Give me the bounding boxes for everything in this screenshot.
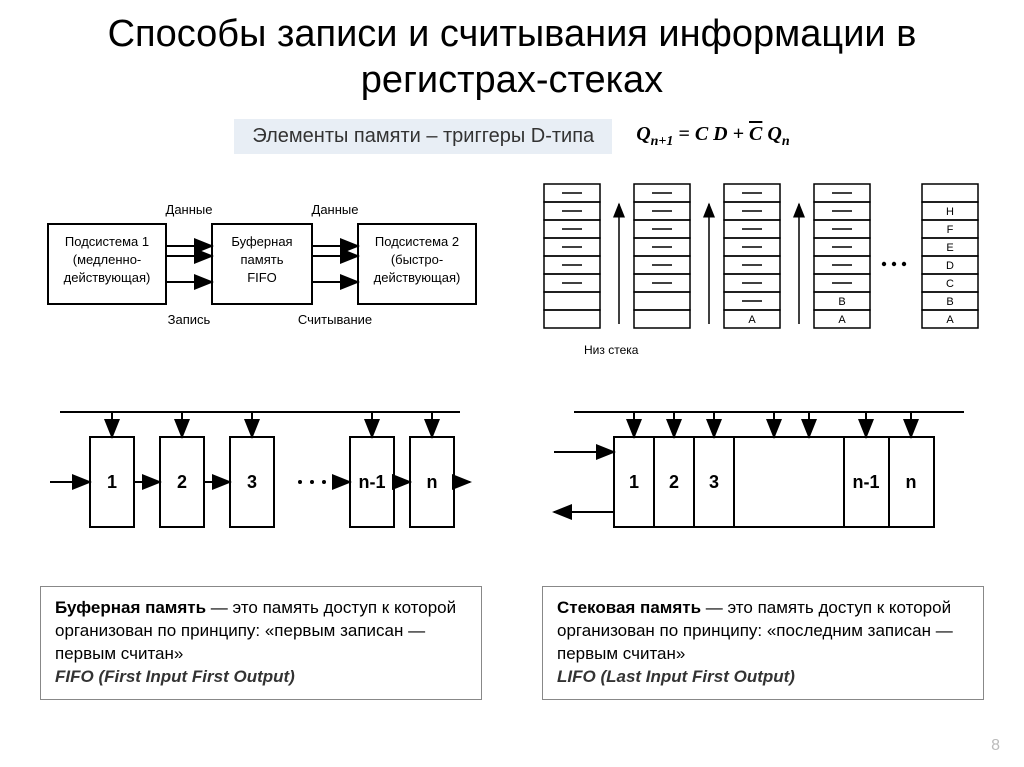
svg-text:Буферная: Буферная	[231, 234, 292, 249]
svg-text:A: A	[946, 314, 954, 326]
svg-text:A: A	[838, 314, 846, 326]
svg-text:(быстро-: (быстро-	[391, 252, 443, 267]
fifo-diagram: 1 2 3 n-1 n	[40, 392, 480, 552]
svg-text:B: B	[838, 296, 845, 308]
svg-text:2: 2	[177, 472, 187, 492]
svg-text:C: C	[946, 278, 954, 290]
svg-text:D: D	[946, 260, 954, 272]
svg-text:H: H	[946, 206, 954, 218]
svg-text:Данные: Данные	[166, 202, 213, 217]
svg-text:Подсистема 1: Подсистема 1	[65, 234, 149, 249]
svg-text:Подсистема 2: Подсистема 2	[375, 234, 459, 249]
stack-columns: AABABCDEFH Низ стека	[524, 174, 984, 364]
svg-text:FIFO: FIFO	[247, 270, 277, 285]
svg-text:n-1: n-1	[359, 472, 386, 492]
svg-text:Низ стека: Низ стека	[584, 343, 639, 357]
page-number: 8	[991, 737, 1000, 755]
svg-text:Считывание: Считывание	[298, 312, 372, 327]
svg-text:1: 1	[107, 472, 117, 492]
svg-text:1: 1	[629, 472, 639, 492]
svg-text:память: память	[241, 252, 284, 267]
lifo-def: Стековая память — это память доступ к ко…	[542, 586, 984, 700]
svg-text:n-1: n-1	[853, 472, 880, 492]
svg-text:действующая): действующая)	[374, 270, 461, 285]
subtitle: Элементы памяти – триггеры D-типа	[234, 119, 612, 154]
svg-text:B: B	[946, 296, 953, 308]
svg-text:3: 3	[709, 472, 719, 492]
svg-text:3: 3	[247, 472, 257, 492]
svg-text:n: n	[906, 472, 917, 492]
flow-diagram: Данные Данные Запись Считывание Подсисте…	[40, 174, 480, 344]
svg-text:E: E	[946, 242, 953, 254]
page-title: Способы записи и считывания информации в…	[0, 0, 1024, 111]
svg-text:(медленно-: (медленно-	[73, 252, 142, 267]
svg-text:Запись: Запись	[168, 312, 211, 327]
svg-text:n: n	[427, 472, 438, 492]
subtitle-row: Элементы памяти – триггеры D-типа Qn+1 =…	[0, 119, 1024, 154]
formula: Qn+1 = C D + C Qn	[636, 123, 789, 150]
svg-text:2: 2	[669, 472, 679, 492]
svg-text:Данные: Данные	[312, 202, 359, 217]
svg-text:действующая): действующая)	[64, 270, 151, 285]
fifo-def: Буферная память — это память доступ к ко…	[40, 586, 482, 700]
svg-text:F: F	[947, 224, 954, 236]
lifo-diagram: 1 2 3 n-1 n	[544, 392, 984, 552]
svg-text:A: A	[748, 314, 756, 326]
